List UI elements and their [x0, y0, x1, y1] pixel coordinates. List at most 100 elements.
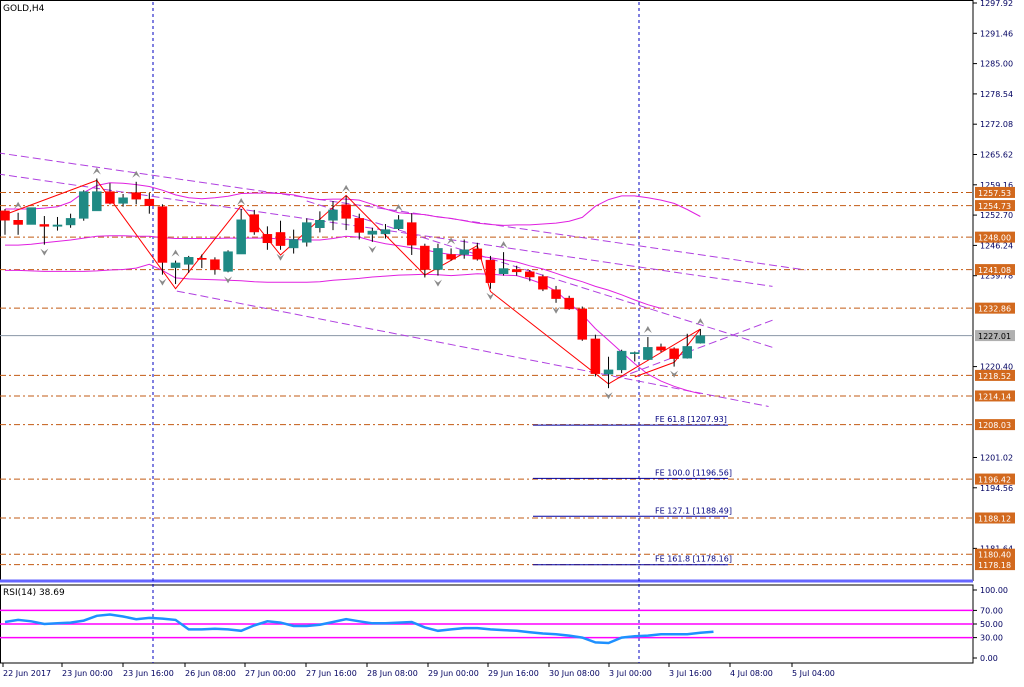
candle-body[interactable]	[525, 271, 535, 278]
trend-line[interactable]	[176, 290, 769, 407]
candle-body[interactable]	[459, 249, 469, 255]
candle-body[interactable]	[210, 259, 220, 270]
level-price-tag[interactable]	[975, 302, 1015, 314]
candle-body[interactable]	[590, 338, 601, 374]
level-price-tag[interactable]	[975, 419, 1015, 431]
candle-body[interactable]	[577, 308, 588, 340]
candle-body[interactable]	[52, 224, 63, 227]
level-price-tag-label: 1208.03	[978, 421, 1011, 430]
candle-body[interactable]	[131, 192, 141, 200]
candle-body[interactable]	[695, 335, 706, 344]
candle-body[interactable]	[564, 297, 574, 310]
current-price-tag[interactable]	[975, 330, 1015, 342]
candle-body[interactable]	[538, 276, 548, 290]
candle-body[interactable]	[144, 198, 155, 206]
current-price-tag-label: 1227.01	[978, 332, 1011, 341]
level-price-tag[interactable]	[975, 548, 1015, 560]
candle-body[interactable]	[446, 254, 456, 260]
trend-line[interactable]	[306, 200, 773, 348]
candle-body[interactable]	[157, 206, 168, 263]
level-price-tag[interactable]	[975, 186, 1015, 198]
candle-body[interactable]	[105, 191, 115, 204]
fractal-up-arrow-icon	[447, 237, 456, 245]
candle-body[interactable]	[472, 248, 483, 260]
level-price-tag[interactable]	[975, 512, 1015, 524]
candle-body[interactable]	[406, 222, 417, 246]
candle-body[interactable]	[288, 239, 299, 249]
candle-body[interactable]	[511, 269, 522, 273]
level-price-tag-label: 1241.08	[978, 266, 1011, 275]
fe-level-label: FE 100.0 [1196.56]	[655, 468, 732, 477]
candle-body[interactable]	[485, 259, 496, 283]
candle-body[interactable]	[65, 218, 76, 226]
candle-body[interactable]	[302, 222, 312, 243]
candle-body[interactable]	[551, 289, 561, 299]
level-price-tag[interactable]	[975, 473, 1015, 485]
level-price-tag[interactable]	[975, 390, 1015, 402]
rsi-pane[interactable]: 100.00 70.00 50.00 30.00 0.00	[0, 586, 1008, 663]
candle-body[interactable]	[183, 257, 194, 265]
trend-line[interactable]	[0, 152, 806, 271]
rsi-axis-tick-label: 30.00	[980, 634, 1003, 643]
candle-body[interactable]	[236, 219, 246, 255]
fractal-down-arrow-icon	[40, 248, 49, 256]
candle-body[interactable]	[354, 218, 364, 233]
candle-body[interactable]	[669, 348, 679, 359]
time-axis-tick-label: 23 Jun 00:00	[62, 669, 113, 678]
horizontal-levels[interactable]	[0, 191, 973, 566]
candle-body[interactable]	[380, 229, 391, 235]
candle-body[interactable]	[643, 347, 653, 360]
level-price-tag[interactable]	[975, 200, 1015, 212]
candle-body[interactable]	[328, 209, 338, 221]
candle-body[interactable]	[39, 224, 50, 227]
candle-body[interactable]	[682, 346, 692, 359]
trend-line[interactable]	[618, 319, 775, 379]
fractal-up-arrow-icon	[342, 184, 351, 192]
trend-lines[interactable]	[0, 152, 806, 407]
level-price-tag[interactable]	[975, 231, 1015, 243]
symbol-label: GOLD,H4	[3, 4, 45, 14]
rsi-label: RSI(14) 38.69	[3, 588, 65, 598]
candlestick-series[interactable]	[0, 178, 706, 389]
candle-body[interactable]	[13, 220, 23, 225]
rsi-line[interactable]	[4, 613, 714, 645]
candle-body[interactable]	[315, 220, 325, 229]
candle-body[interactable]	[433, 248, 443, 270]
level-price-tag[interactable]	[975, 264, 1015, 276]
candle-body[interactable]	[656, 346, 666, 351]
candle-body[interactable]	[223, 251, 233, 272]
candle-body[interactable]	[170, 262, 181, 268]
fractals-indicator	[14, 167, 705, 400]
candle-body[interactable]	[92, 191, 102, 212]
candle-body[interactable]	[26, 207, 36, 225]
candle-body[interactable]	[420, 245, 430, 270]
candle-body[interactable]	[616, 350, 627, 371]
fractal-down-arrow-icon	[604, 392, 613, 400]
price-axis[interactable]: 1297.92 1291.46 1285.00 1278.54 1272.08 1265.…	[973, 0, 1015, 571]
candle-body[interactable]	[393, 219, 404, 229]
candle-body[interactable]	[341, 204, 351, 219]
candle-body[interactable]	[78, 191, 89, 219]
price-axis-tick-label: 1278.54	[980, 90, 1013, 99]
level-price-tag[interactable]	[975, 369, 1015, 381]
candle-body[interactable]	[0, 210, 10, 221]
price-axis-tick-label: 1297.92	[980, 0, 1013, 8]
candle-body[interactable]	[118, 197, 128, 204]
fractal-up-arrow-icon	[696, 318, 705, 326]
fractal-down-arrow-icon	[276, 253, 285, 261]
candle-body[interactable]	[249, 214, 260, 233]
candle-body[interactable]	[275, 232, 286, 246]
fibonacci-expansion[interactable]: FE 61.8 [1207.93] FE 100.0 [1196.56] FE 12…	[533, 415, 732, 566]
candle-body[interactable]	[498, 268, 509, 274]
price-axis-tick-label: 1252.70	[980, 211, 1013, 220]
level-price-tag[interactable]	[975, 559, 1015, 571]
candle-body[interactable]	[630, 352, 640, 354]
time-axis[interactable]: 22 Jun 2017 23 Jun 00:00 23 Jun 16:00 26 Ju…	[2, 663, 835, 678]
candle-body[interactable]	[367, 230, 378, 235]
candle-body[interactable]	[262, 234, 273, 244]
candle-body[interactable]	[603, 369, 614, 375]
candle-body[interactable]	[197, 257, 207, 260]
time-axis-tick-label: 23 Jun 16:00	[123, 669, 174, 678]
